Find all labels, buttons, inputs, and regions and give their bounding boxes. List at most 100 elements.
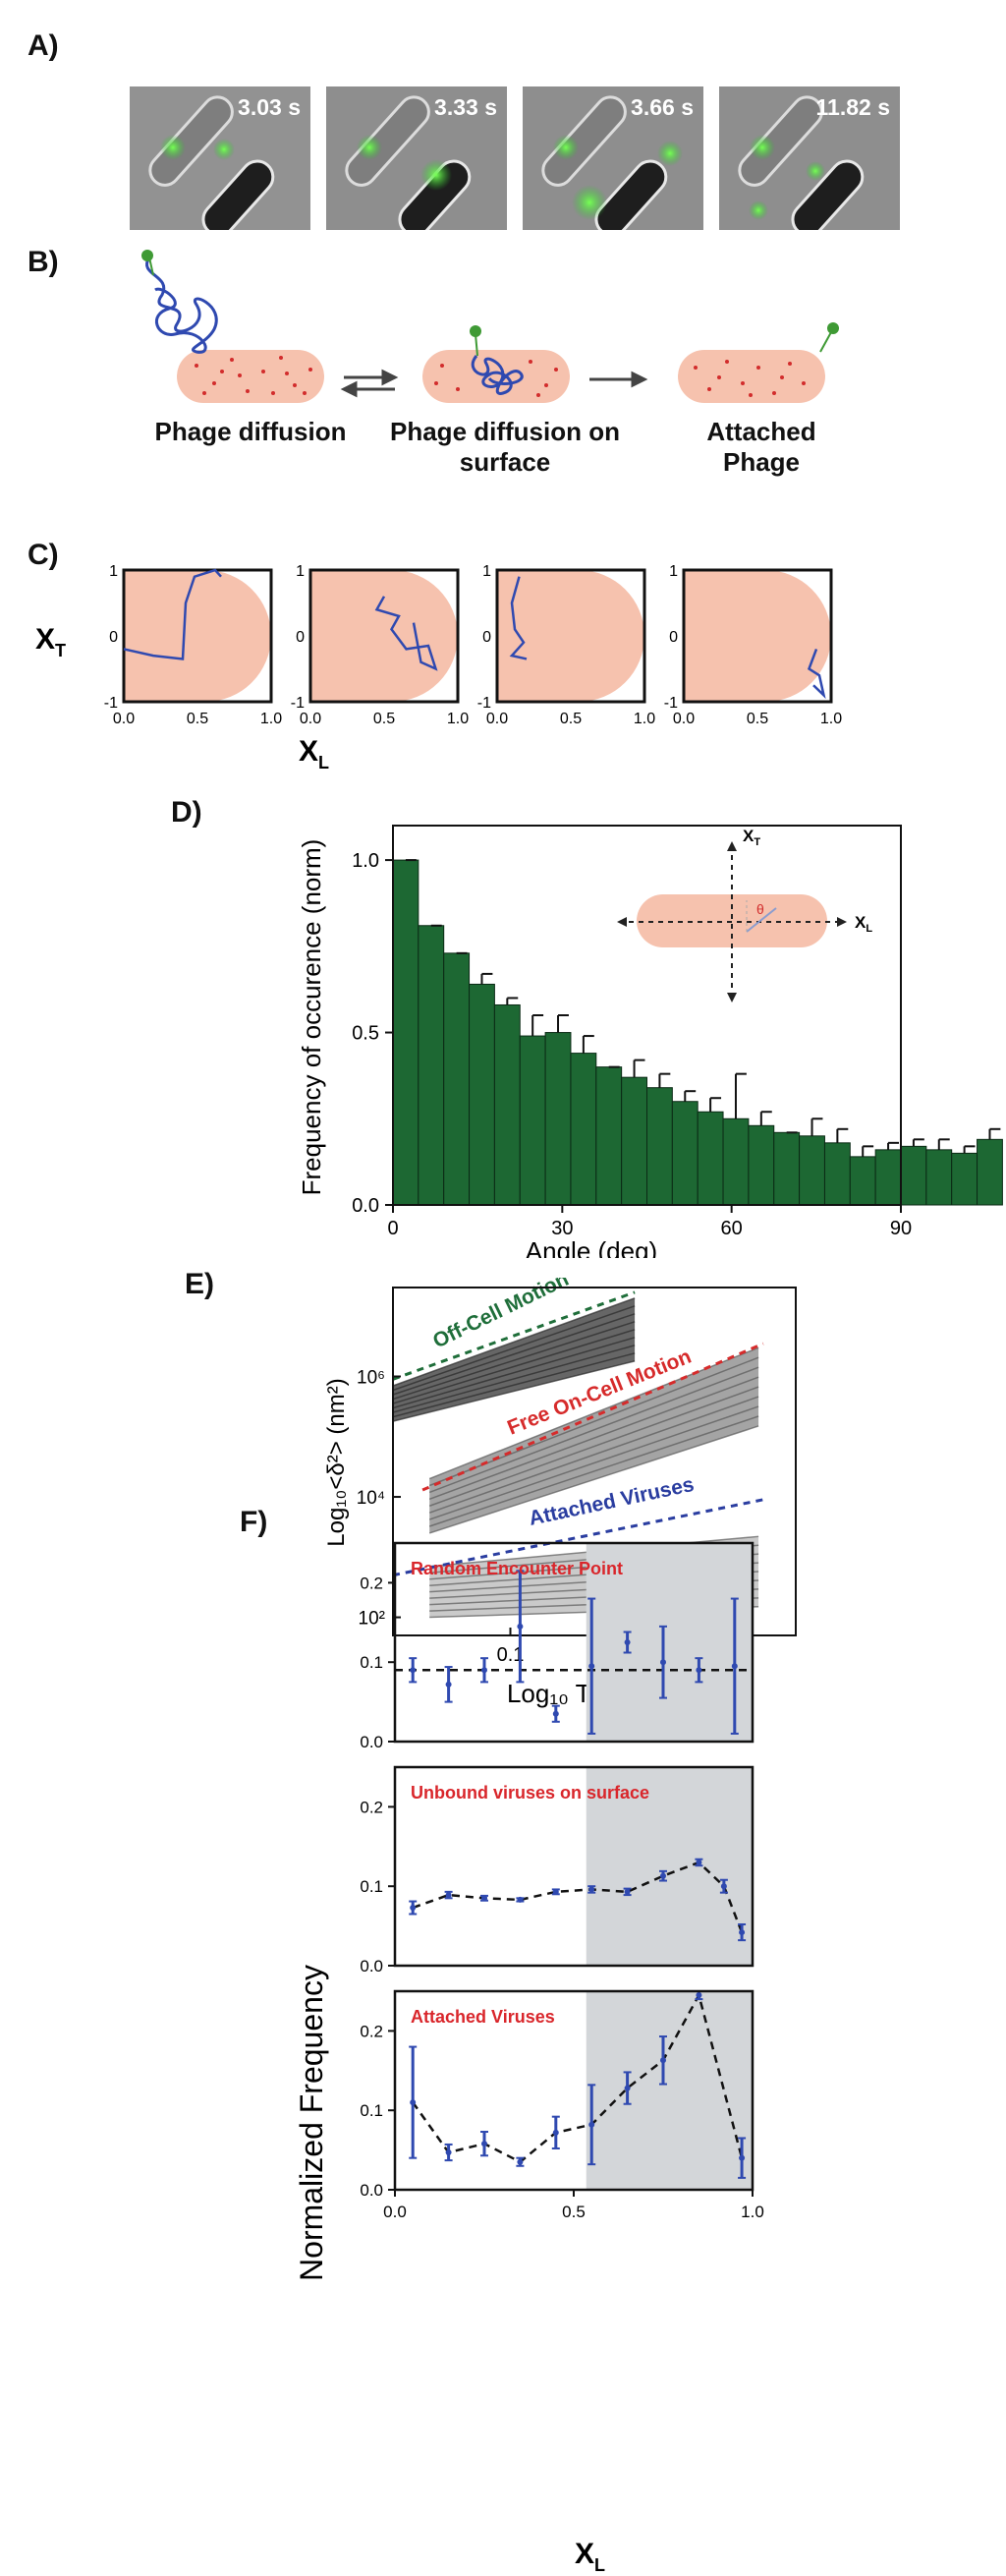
f-xlabel: XL [575, 2538, 605, 2575]
histogram-bar [977, 1138, 1003, 1206]
f-data-point [552, 1710, 559, 1717]
frame-3-timestamp: 3.66 s [631, 94, 694, 120]
f-ytick-label: 0.1 [360, 1653, 383, 1672]
histogram-bar [799, 1135, 825, 1206]
f-data-point [624, 1888, 631, 1895]
micrograph-frame-2: 3.33 s [326, 86, 507, 230]
panel-b-label: B) [28, 246, 59, 278]
svg-text:XT: XT [743, 827, 760, 848]
cell-3-receptors [694, 360, 806, 397]
c-xtick: 0.0 [486, 711, 508, 727]
svg-text:θ: θ [756, 901, 764, 917]
f-data-point [517, 1896, 524, 1903]
f-data-point [696, 1859, 702, 1865]
histogram-bar [849, 1156, 876, 1206]
trajectory-band-2 [429, 1347, 759, 1533]
msd-trace [428, 1405, 759, 1520]
f-data-point [588, 1663, 595, 1670]
histogram-bar [519, 1035, 546, 1206]
cell-outline-4 [684, 570, 831, 702]
d-xtick-label: 30 [551, 1218, 573, 1239]
msd-trace [392, 1329, 636, 1404]
f-plot-frame-1 [393, 1541, 754, 1744]
f-data-point [660, 1872, 666, 1879]
d-ytick-label: 0.5 [352, 1023, 379, 1045]
cell-outline-2 [310, 570, 458, 702]
histogram-bar [646, 1087, 673, 1206]
f-data-point [552, 2129, 559, 2136]
f-shaded-region-2 [586, 1767, 753, 1966]
trajectory-2 [374, 596, 438, 671]
f-data-point [552, 1888, 559, 1895]
phage-icon [141, 250, 153, 261]
d-ytick-label: 1.0 [352, 850, 379, 872]
f-ytick-label: 0.2 [360, 2022, 383, 2040]
c-xlabel: XL [299, 735, 329, 773]
fit-line-1 [392, 1290, 636, 1381]
f-subplot-title-1: Random Encounter Point [411, 1559, 623, 1578]
f-data-point [445, 1892, 452, 1899]
histogram-bar [671, 1101, 699, 1206]
c-ytick: 0 [669, 629, 678, 646]
c-ytick: 1 [482, 563, 491, 580]
msd-trace [392, 1345, 636, 1413]
histogram-bar [773, 1131, 801, 1206]
f-xtick-label: 0.5 [562, 2203, 586, 2221]
micrograph-frame-1: 3.03 s [130, 86, 310, 230]
msd-trace [428, 1396, 759, 1514]
c-xtick: 1.0 [634, 711, 655, 727]
d-xlabel: Angle (deg) [526, 1236, 657, 1258]
c-ytick: 1 [109, 563, 118, 580]
e-ytick-label: 10⁴ [357, 1488, 385, 1509]
trajectory-frame-3 [495, 568, 646, 704]
e-ytick-label: 10⁶ [357, 1367, 385, 1388]
msd-trace [428, 1376, 759, 1501]
msd-trace [392, 1297, 636, 1387]
msd-trace [392, 1305, 636, 1392]
cell-1-receptors [195, 356, 312, 395]
panel-e-label: E) [185, 1268, 214, 1300]
d-ylabel: Frequency of occurence (norm) [297, 839, 326, 1196]
histogram-bar [443, 952, 471, 1206]
f-data-point [739, 2154, 746, 2161]
angle-histogram: Frequency of occurence (norm) Angle (deg… [297, 825, 1003, 1258]
f-data-point [517, 2158, 524, 2165]
f-ytick-label: 0.1 [360, 2101, 383, 2120]
cell-outline-1 [124, 570, 271, 702]
attach-arrow [589, 371, 648, 388]
f-shaded-region-1 [586, 1543, 753, 1742]
c-xtick: 1.0 [447, 711, 469, 727]
phage-icon-3 [827, 322, 839, 334]
cell-outline-3 [497, 570, 644, 702]
trajectory-4 [807, 648, 826, 700]
svg-text:XL: XL [855, 913, 872, 935]
f-ylabel: Normalized Frequency [294, 1965, 329, 2281]
phage-schematic [141, 250, 839, 403]
histogram-bar [722, 1117, 750, 1206]
f-ytick-label: 0.1 [360, 1877, 383, 1896]
f-ytick-label: 0.0 [360, 1957, 383, 1975]
f-ytick-label: 0.2 [360, 1798, 383, 1816]
micrograph-image-1 [130, 86, 310, 230]
f-ytick-label: 0.0 [360, 2181, 383, 2200]
d-xtick-label: 0 [387, 1218, 398, 1239]
f-data-point [696, 1992, 702, 1999]
trajectory-frame-4 [682, 568, 833, 704]
cell-2-receptors [434, 360, 558, 397]
panel-a-label: A) [28, 29, 59, 62]
f-data-point [731, 1663, 738, 1670]
diffusion-track-1 [145, 257, 218, 354]
frame-1-timestamp: 3.03 s [238, 94, 301, 120]
histogram-bar [595, 1066, 623, 1206]
micrograph-image-3 [523, 86, 703, 230]
d-ytick-label: 0.0 [352, 1195, 379, 1217]
histogram-bar [697, 1111, 724, 1206]
d-plot-frame [392, 825, 902, 1206]
frame-4-timestamp: 11.82 s [815, 94, 890, 120]
msd-trace [428, 1425, 759, 1534]
caption-surface-diffusion: Phage diffusion on surface [390, 417, 620, 477]
histogram-bar [621, 1076, 648, 1206]
f-xtick-label: 1.0 [741, 2203, 764, 2221]
histogram-bar [544, 1032, 572, 1206]
panel-f-label: F) [240, 1506, 268, 1538]
